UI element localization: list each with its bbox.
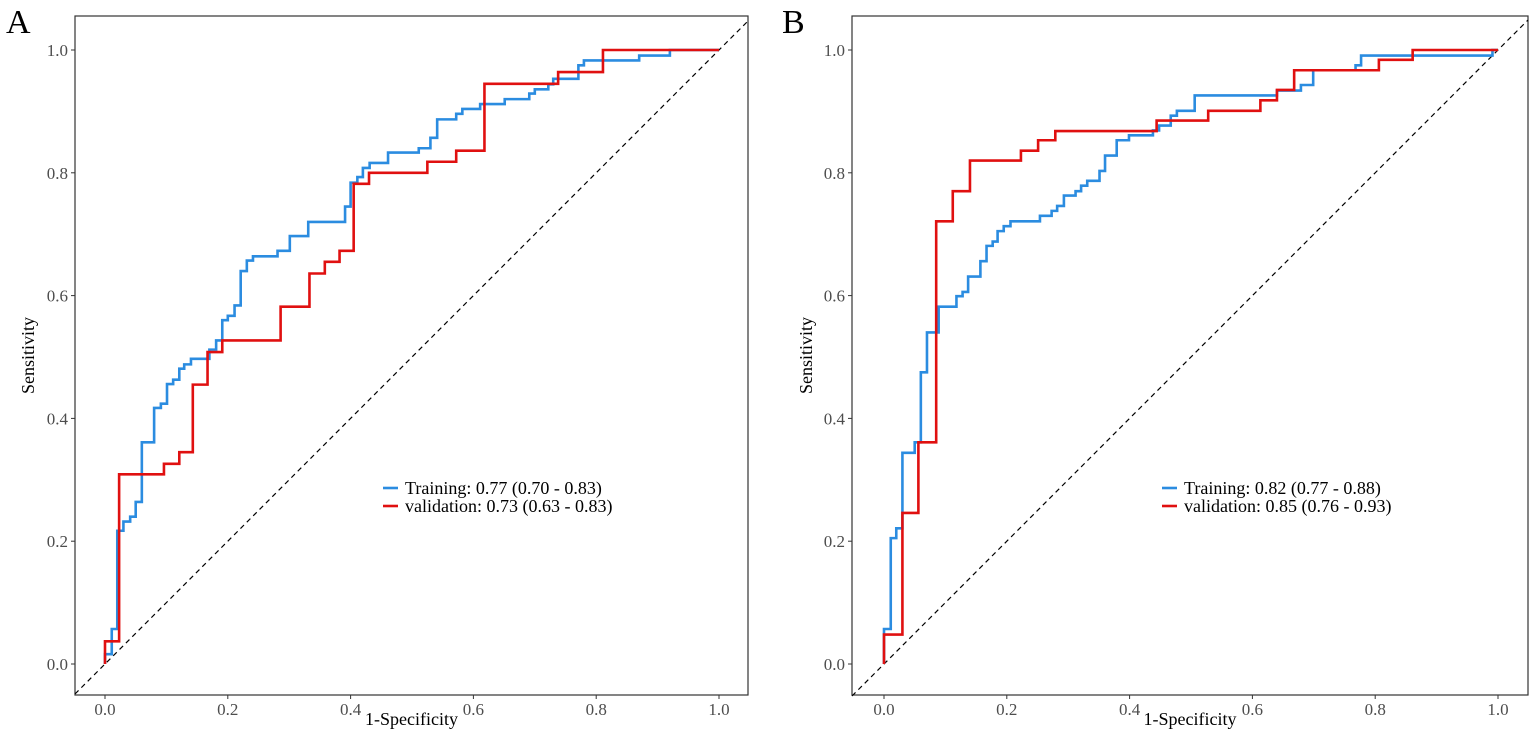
- roc-curve-validation: [882, 48, 1498, 664]
- plot-border: [74, 15, 749, 696]
- roc-panel-b: B 0.0 0.2 0.4 0.6 0.8 1.0 0.0 0.2 0.4 0.6 0.8 1.0 1-S…: [782, 4, 1529, 729]
- y-axis-label: Sensitivity: [18, 317, 38, 394]
- x-tick-label: 0.4: [1119, 700, 1141, 719]
- legend-label: validation: 0.85 (0.76 - 0.93): [1184, 496, 1391, 517]
- y-tick-label: 1.0: [47, 41, 68, 60]
- x-tick-label: 1.0: [708, 700, 729, 719]
- y-tick-label: 0.8: [47, 164, 68, 183]
- plot-border: [851, 15, 1529, 696]
- x-tick-label: 0.6: [463, 700, 484, 719]
- y-tick-label: 0.2: [47, 532, 68, 551]
- x-tick-label: 0.8: [586, 700, 607, 719]
- y-tick-label: 0.6: [824, 287, 845, 306]
- roc-panel-a: A 0.0 0.2 0.4 0.6 0.8 1.0 0.0 0.2 0.4 0.6 0.8 1.0 1-S…: [6, 4, 749, 729]
- y-tick-label: 0.8: [824, 164, 845, 183]
- legend-label: Training: 0.82 (0.77 - 0.88): [1184, 478, 1381, 499]
- x-axis-label: 1-Specificity: [1144, 709, 1237, 729]
- x-tick-label: 0.2: [217, 700, 238, 719]
- legend-label: Training: 0.77 (0.70 - 0.83): [405, 478, 602, 499]
- x-tick-label: 1.0: [1487, 700, 1508, 719]
- y-axis-label: Sensitivity: [796, 317, 816, 394]
- y-tick-label: 0.4: [47, 409, 69, 428]
- y-tick-label: 0.4: [824, 409, 846, 428]
- roc-curve-training: [882, 48, 1498, 664]
- y-tick-label: 1.0: [824, 41, 845, 60]
- x-tick-label: 0.6: [1242, 700, 1263, 719]
- roc-curve-training: [103, 48, 719, 664]
- x-tick-label: 0.4: [340, 700, 362, 719]
- y-tick-label: 0.0: [824, 655, 845, 674]
- panel-label: B: [782, 4, 805, 41]
- x-tick-label: 0.8: [1365, 700, 1386, 719]
- x-axis-label: 1-Specificity: [365, 709, 458, 729]
- y-tick-label: 0.2: [824, 532, 845, 551]
- panel-label: A: [6, 4, 31, 41]
- roc-curve-validation: [103, 48, 719, 664]
- x-tick-label: 0.0: [94, 700, 115, 719]
- reference-diagonal: [851, 19, 1529, 697]
- x-tick-label: 0.2: [996, 700, 1017, 719]
- reference-diagonal: [74, 20, 749, 695]
- y-tick-label: 0.6: [47, 287, 68, 306]
- legend-label: validation: 0.73 (0.63 - 0.83): [405, 496, 612, 517]
- y-tick-label: 0.0: [47, 655, 68, 674]
- x-tick-label: 0.0: [873, 700, 894, 719]
